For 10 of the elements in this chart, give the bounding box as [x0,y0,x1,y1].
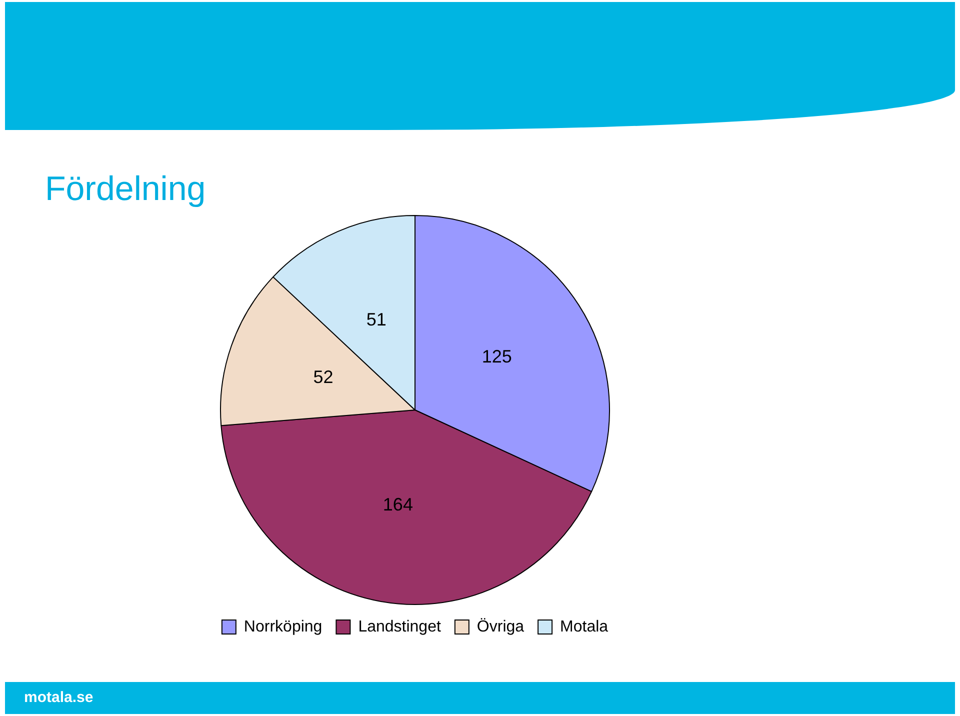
data-label: 52 [313,366,334,387]
data-label: 51 [366,310,386,330]
chart-title: Fördelning [45,170,206,209]
data-label: 125 [482,346,512,367]
data-label: 164 [382,494,413,515]
legend-label: Landstinget [358,618,442,636]
legend-label: Norrköping [244,618,322,636]
legend-label: Övriga [476,617,524,636]
legend-label: Motala [560,618,608,636]
text: motala.se [24,689,94,706]
